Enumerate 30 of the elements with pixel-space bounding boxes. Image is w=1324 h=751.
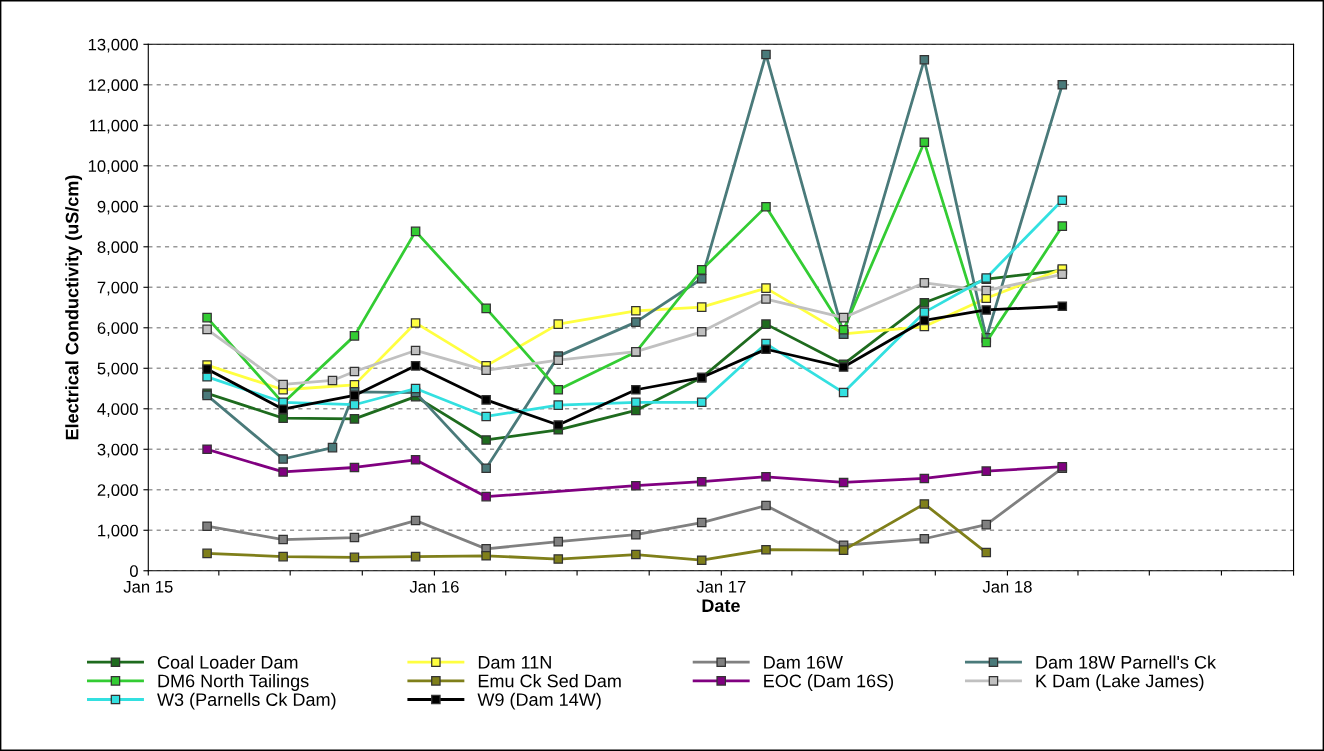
- y-tick-label: 9,000: [97, 200, 138, 215]
- y-axis-title: Electrical Conductivity (uS/cm): [65, 175, 83, 440]
- y-tick-label: 6,000: [97, 322, 138, 336]
- y-tick-label: 11,000: [90, 119, 138, 134]
- y-tick-label: 2,000: [97, 484, 138, 498]
- legend-label: Coal Loader Dam: [157, 655, 298, 669]
- y-tick-label: 7,000: [97, 281, 138, 296]
- legend-label: K Dam (Lake James): [1036, 674, 1204, 691]
- y-tick-label: 12,000: [88, 79, 138, 93]
- legend-label: Dam 11N: [478, 656, 551, 669]
- legend-label: EOC (Dam 16S): [764, 674, 894, 691]
- legend-label: DM6 North Tailings: [158, 674, 309, 691]
- y-tick-label: 10,000: [88, 160, 138, 174]
- legend-label: Dam 18W Parnell's Ck: [1036, 655, 1217, 669]
- y-tick-label: 8,000: [97, 241, 138, 255]
- x-tick-label: Jan 16: [409, 580, 459, 593]
- x-tick-label: Jan 15: [123, 581, 173, 593]
- y-tick-label: 0: [129, 565, 138, 577]
- legend-label: W9 (Dam 14W): [477, 692, 601, 710]
- x-axis-title: Date: [702, 599, 740, 613]
- y-tick-label: 5,000: [97, 362, 138, 377]
- y-tick-label: 4,000: [97, 403, 138, 417]
- legend-label: Dam 16W: [764, 655, 843, 669]
- y-tick-label: 1,000: [98, 524, 138, 539]
- x-tick-label: Jan 17: [696, 581, 746, 593]
- y-tick-label: 3,000: [97, 443, 138, 458]
- legend-label: Emu Ck Sed Dam: [478, 674, 621, 688]
- legend-label: W3 (Parnells Ck Dam): [157, 692, 336, 710]
- x-tick-label: Jan 18: [982, 580, 1032, 593]
- y-tick-label: 13,000: [88, 38, 138, 53]
